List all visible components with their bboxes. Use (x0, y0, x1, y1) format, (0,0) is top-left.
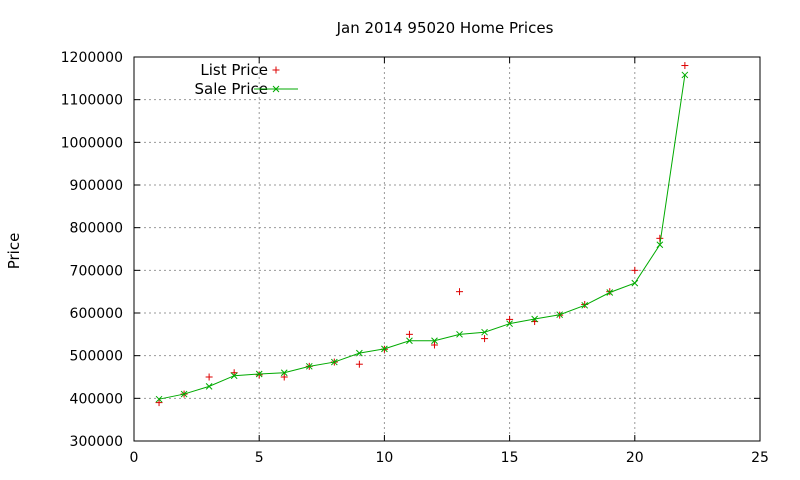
list-price-point (405, 330, 413, 338)
sale-price-point (205, 383, 213, 390)
list-price-point (355, 360, 363, 368)
sale-price-point (255, 370, 263, 378)
y-axis-label: Price (5, 233, 23, 270)
sale-price-point (381, 345, 388, 353)
sale-price-point (431, 337, 438, 345)
legend-markers (254, 66, 298, 93)
sale-price-point (180, 390, 188, 398)
list-price-point (656, 234, 664, 242)
x-tick-label: 25 (751, 450, 769, 466)
legend-marker-sale-price (272, 85, 280, 93)
legend-label-sale-price: Sale Price (195, 80, 268, 98)
list-price-point (205, 373, 213, 381)
x-tick-label: 0 (130, 450, 139, 466)
x-tick-label: 5 (255, 450, 264, 466)
x-tick-label: 15 (501, 450, 519, 466)
y-tick-label: 1000000 (61, 135, 123, 151)
y-tick-label: 1100000 (61, 93, 123, 109)
sale-price-point (330, 358, 338, 366)
list-price-point (481, 335, 489, 343)
y-tick-label: 400000 (70, 391, 123, 407)
sale-price-point (506, 320, 513, 328)
sale-price-point (481, 328, 488, 336)
sale-price-point (155, 395, 163, 403)
sale-price-point (406, 337, 413, 345)
grid-layer (134, 57, 760, 441)
y-tick-label: 1200000 (61, 50, 123, 66)
sale-price-point (305, 362, 313, 370)
y-tick-label: 900000 (70, 178, 123, 194)
sale-price-point (656, 241, 664, 249)
sale-price-point (456, 330, 463, 338)
sale-price-point (356, 349, 363, 357)
legend-marker-list-price (272, 66, 280, 74)
sale-price-point (606, 289, 614, 296)
list-price-point (681, 62, 689, 70)
axis-layer: 0 5 10 15 20 25 300000 400000 500000 600000 700000… (61, 50, 769, 466)
sale-price-point (230, 372, 238, 380)
y-tick-label: 500000 (70, 349, 123, 365)
list-price-point (506, 315, 514, 323)
x-tick-label: 20 (626, 450, 644, 466)
list-price-point (430, 341, 438, 349)
plot-border (133, 56, 761, 442)
list-price-point (155, 399, 163, 407)
sale-price-point (280, 369, 288, 377)
legend: List Price Sale Price (195, 61, 298, 98)
list-price-point (280, 373, 288, 381)
list-price-point (255, 371, 263, 379)
y-tick-label: 600000 (70, 306, 123, 322)
list-price-point (631, 266, 639, 274)
sale-price-point (681, 71, 689, 79)
list-price-point (456, 288, 464, 296)
series-layer (155, 62, 689, 407)
x-tick-label: 10 (375, 450, 393, 466)
sale-price-point (631, 279, 639, 287)
y-tick-label: 300000 (70, 434, 123, 450)
y-tick-label: 700000 (70, 263, 123, 279)
sale-price-point (581, 301, 589, 309)
y-tick-label: 800000 (70, 221, 123, 237)
sale-price-point (531, 315, 538, 323)
sale-price-point (556, 311, 564, 319)
legend-label-list-price: List Price (200, 61, 268, 79)
sale-price-line (158, 74, 686, 400)
chart-title: Jan 2014 95020 Home Prices (336, 19, 554, 37)
